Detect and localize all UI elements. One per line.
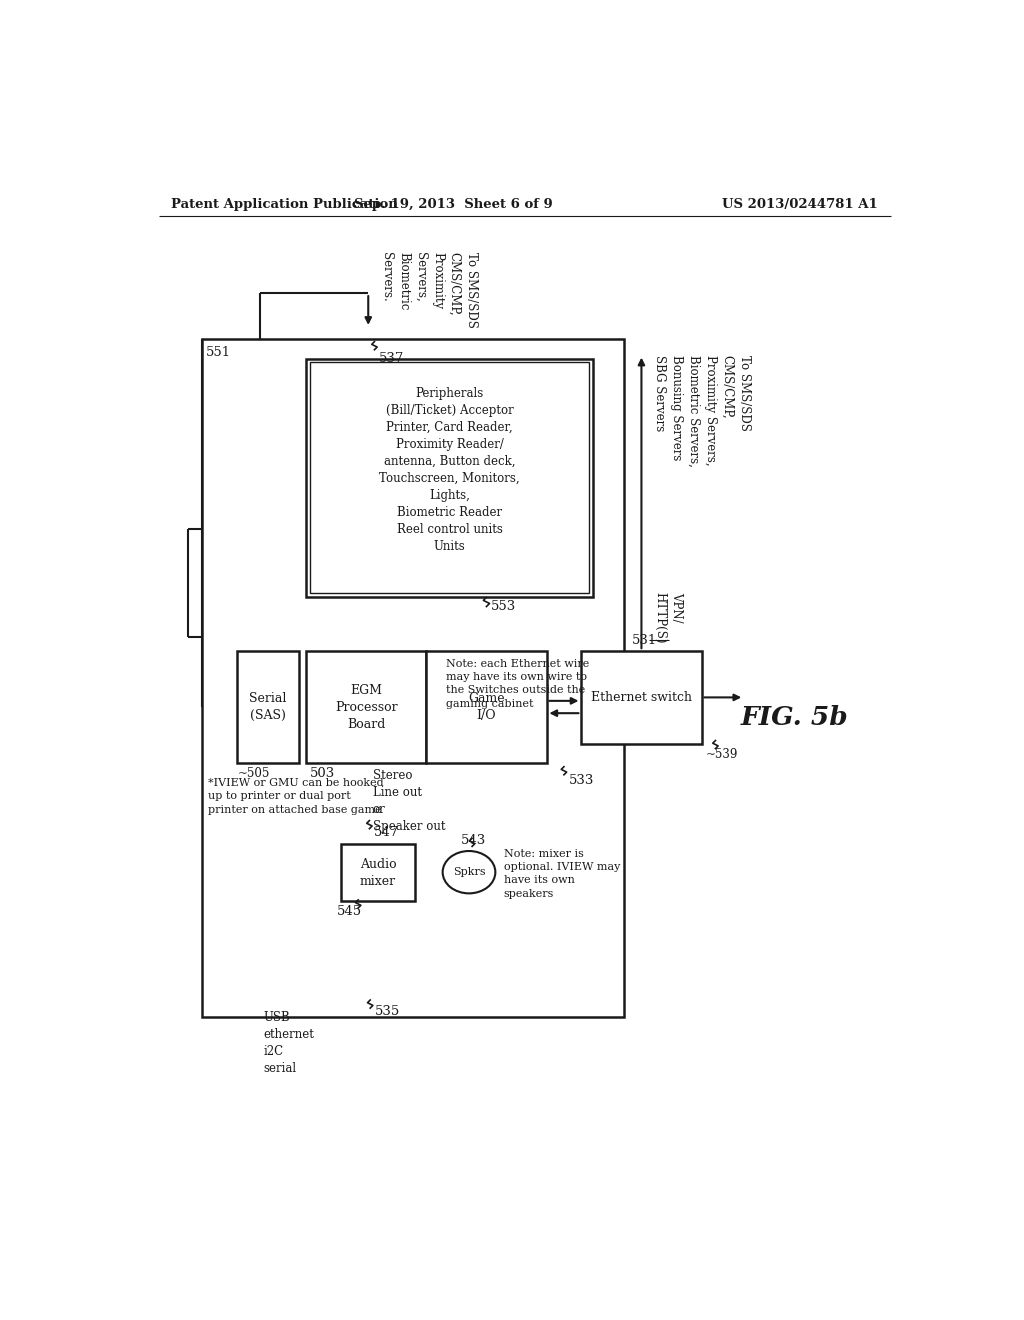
Text: Serial
(SAS): Serial (SAS) (249, 692, 286, 722)
Ellipse shape (442, 851, 496, 894)
Text: To SMS/SDS
CMS/CMP,
Proximity
Servers,
Biometric
Servers.: To SMS/SDS CMS/CMP, Proximity Servers, B… (380, 252, 478, 327)
Text: 537: 537 (379, 352, 404, 366)
Text: Note: each Ethernet wire
may have its own wire to
the Switches outside the
gamin: Note: each Ethernet wire may have its ow… (445, 659, 589, 709)
Text: Ethernet switch: Ethernet switch (591, 690, 692, 704)
Text: VPN/
HTTP(S): VPN/ HTTP(S) (653, 591, 683, 644)
Text: 531: 531 (632, 635, 657, 647)
Text: Stereo
Line out
or
Speaker out: Stereo Line out or Speaker out (373, 770, 445, 833)
Text: 543: 543 (461, 834, 486, 846)
Text: Note: mixer is
optional. IVIEW may
have its own
speakers: Note: mixer is optional. IVIEW may have … (504, 849, 621, 899)
Bar (426, 651, 547, 763)
Bar (306, 651, 426, 763)
Text: FIG. 5b: FIG. 5b (740, 705, 848, 730)
Text: 547: 547 (374, 826, 399, 840)
Text: Game
I/O: Game I/O (468, 692, 505, 722)
Bar (582, 651, 701, 743)
Text: Audio
mixer: Audio mixer (359, 858, 396, 887)
Text: US 2013/0244781 A1: US 2013/0244781 A1 (723, 198, 879, 211)
Text: ~505: ~505 (238, 767, 270, 780)
Text: Sep. 19, 2013  Sheet 6 of 9: Sep. 19, 2013 Sheet 6 of 9 (354, 198, 553, 211)
Text: EGM
Processor
Board: EGM Processor Board (335, 684, 397, 730)
Text: To SMS/SDS
CMS/CMP,
Proximity Servers,
Biometric Servers,
Bonusing Servers
SBG S: To SMS/SDS CMS/CMP, Proximity Servers, B… (653, 355, 751, 467)
Text: Patent Application Publication: Patent Application Publication (171, 198, 397, 211)
Text: 533: 533 (568, 775, 594, 788)
Text: 535: 535 (375, 1006, 400, 1019)
Bar (306, 359, 593, 597)
Text: 553: 553 (492, 599, 516, 612)
Text: *IVIEW or GMU can be hooked
up to printer or dual port
printer on attached base : *IVIEW or GMU can be hooked up to printe… (208, 779, 383, 814)
Text: 545: 545 (337, 906, 362, 919)
Text: ~539: ~539 (706, 748, 737, 762)
Text: Spkrs: Spkrs (453, 867, 485, 878)
Text: 503: 503 (310, 767, 336, 780)
Bar (237, 651, 299, 763)
Text: 551: 551 (206, 346, 230, 359)
Bar (202, 339, 624, 1016)
Text: Peripherals
(Bill/Ticket) Acceptor
Printer, Card Reader,
Proximity Reader/
anten: Peripherals (Bill/Ticket) Acceptor Print… (379, 387, 520, 553)
Bar (310, 363, 589, 594)
Text: USB
ethernet
i2C
serial: USB ethernet i2C serial (263, 1011, 314, 1074)
Bar (341, 843, 415, 902)
